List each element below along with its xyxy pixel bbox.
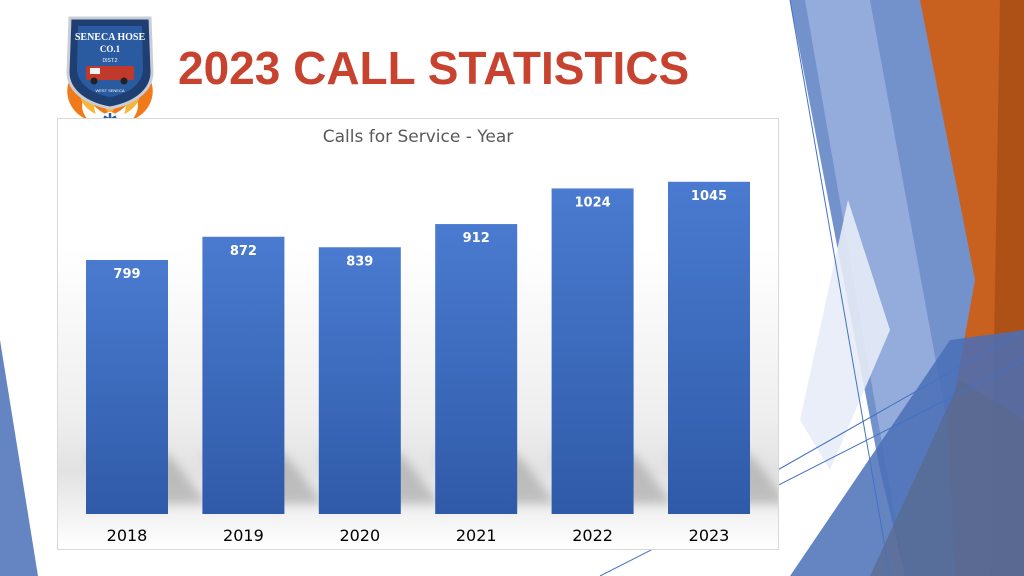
deco-line-1: [789, 0, 891, 576]
bar-2019: [202, 236, 285, 514]
fire-department-logo: SENECA HOSE CO.1 DIST.2 WEST SENECA: [66, 16, 154, 128]
deco-panel-slate: [870, 380, 1024, 576]
bar-2020: [318, 247, 401, 514]
x-tick-label-2023: 2023: [689, 526, 730, 545]
bar-2018: [86, 259, 168, 514]
truck-wheel-back: [120, 77, 128, 85]
bar-2022: [551, 188, 634, 514]
deco-left-sliver: [0, 340, 38, 576]
chart-container: Calls for Service - Year 799 2018 872 2019 8…: [57, 118, 779, 550]
data-label-2020: 839: [346, 254, 373, 269]
logo-text-district: DIST.2: [102, 58, 117, 64]
data-label-2018: 799: [113, 267, 140, 282]
logo-text-company: CO.1: [100, 44, 121, 54]
logo-text-name: SENECA HOSE: [75, 32, 146, 43]
truck-window: [90, 68, 100, 74]
deco-line-2: [759, 329, 1024, 481]
x-tick-label-2018: 2018: [107, 526, 148, 545]
bar-2023: [668, 181, 750, 514]
logo-text-town: WEST SENECA: [95, 88, 124, 93]
data-label-2019: 872: [230, 244, 257, 259]
bar-2021: [435, 224, 518, 514]
x-tick-label-2021: 2021: [456, 526, 497, 545]
data-label-2023: 1045: [691, 189, 727, 204]
x-tick-label-2019: 2019: [223, 526, 264, 545]
slide-title: 2023 CALL STATISTICS: [178, 42, 690, 94]
truck-wheel-front: [90, 77, 98, 85]
x-tick-label-2020: 2020: [339, 526, 380, 545]
data-label-2022: 1024: [575, 195, 611, 210]
x-tick-label-2022: 2022: [572, 526, 613, 545]
bar-chart-plot: 799 2018 872 2019 839 2020 912 2021 1024 2022 1045…: [86, 181, 778, 545]
chart-title: Calls for Service - Year: [322, 127, 514, 147]
data-label-2021: 912: [463, 231, 490, 246]
deco-panel-pale: [800, 200, 890, 470]
